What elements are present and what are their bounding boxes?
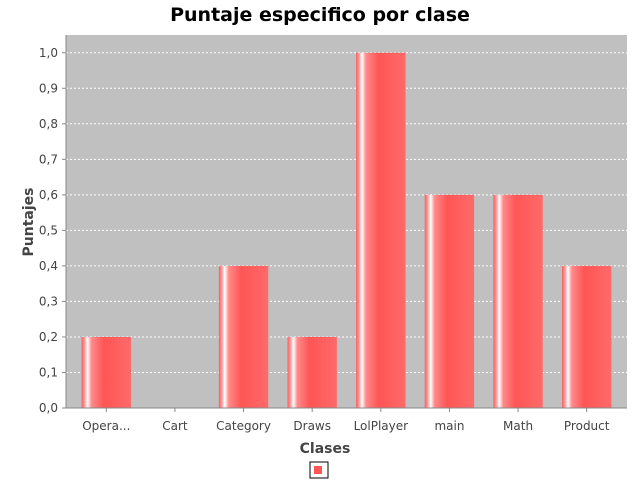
y-tick-label: 0,7 [39, 152, 58, 166]
bar [81, 336, 132, 408]
bars [81, 52, 612, 409]
chart-title: Puntaje especifico por clase [170, 4, 470, 26]
y-tick-label: 0,2 [39, 330, 58, 344]
y-tick-label: 0,6 [39, 188, 58, 202]
y-tick-label: 0,0 [39, 401, 58, 415]
y-tick-label: 0,8 [39, 117, 58, 131]
x-tick-label: Category [216, 419, 271, 433]
legend [309, 461, 329, 479]
x-tick-label: Cart [162, 419, 188, 433]
x-tick-labels: Opera... Cart Category Draws LolPlayer main Ma… [82, 419, 610, 433]
y-tick-label: 0,3 [39, 294, 58, 308]
x-tick-label: Draws [293, 419, 331, 433]
axes [62, 35, 627, 412]
bar [356, 52, 406, 409]
y-tick-label: 0,5 [39, 223, 58, 237]
x-tick-label: Opera... [82, 419, 130, 433]
y-tick-labels: 0,0 0,1 0,2 0,3 0,4 0,5 0,6 0,7 0,8 0,9 1,0 [39, 46, 58, 415]
bar [424, 194, 475, 408]
y-tick-label: 0,4 [39, 259, 58, 273]
y-tick-label: 0,1 [39, 365, 58, 379]
bar [561, 265, 612, 408]
x-tick-label: Math [503, 419, 533, 433]
grid-lines [66, 52, 627, 373]
plot-area [66, 35, 627, 408]
x-axis-label: Clases [300, 441, 351, 457]
bar [493, 194, 543, 408]
y-tick-label: 1,0 [39, 46, 58, 60]
y-axis-label: Puntajes [21, 188, 37, 257]
legend-swatch [314, 466, 322, 474]
y-tick-label: 0,9 [39, 81, 58, 95]
x-tick-label: LolPlayer [354, 419, 409, 433]
x-tick-label: Product [564, 419, 610, 433]
bar [287, 336, 337, 408]
x-tick-label: main [434, 419, 464, 433]
bar [218, 265, 269, 408]
